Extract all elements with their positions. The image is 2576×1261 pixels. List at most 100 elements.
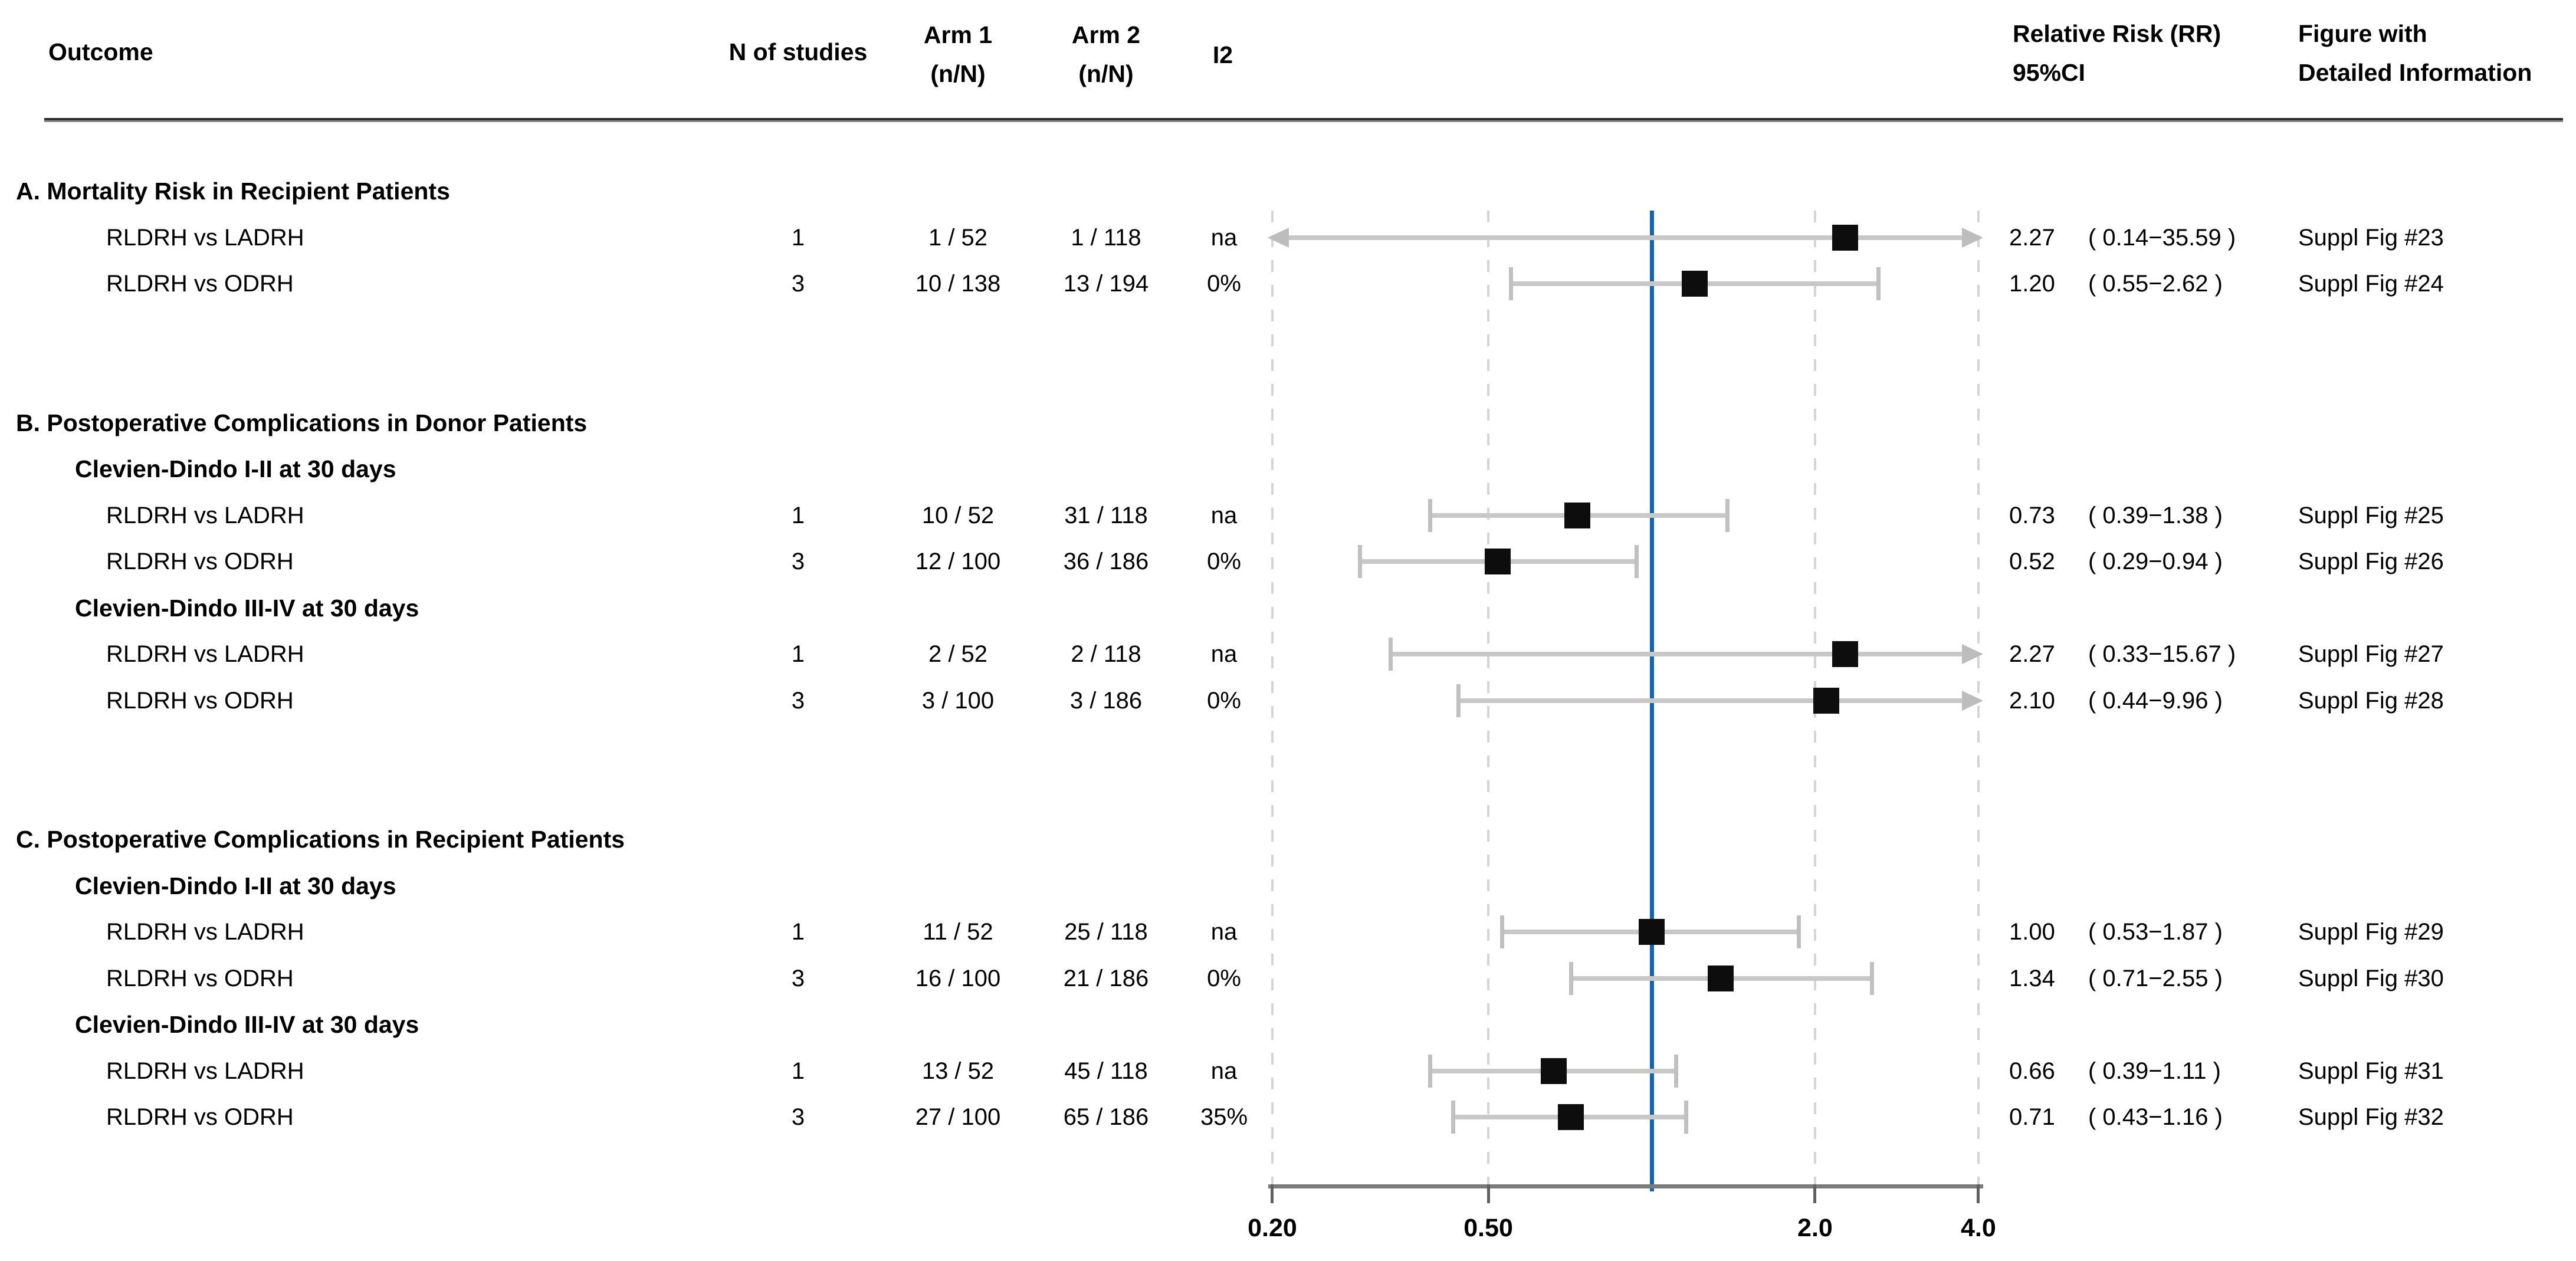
figure-reference: Suppl Fig #32 [2298, 1104, 2444, 1130]
ci-cap-left [1500, 915, 1505, 948]
header-rule [44, 118, 2563, 122]
axis-tick-label-0.20: 0.20 [1248, 1214, 1297, 1242]
row-label: RLDRH vs ODRH [106, 965, 294, 991]
arm2-value: 31 / 118 [1064, 502, 1148, 528]
ci-cap-left [1509, 267, 1514, 300]
figure-header-line2: Detailed Information [2298, 59, 2532, 86]
figure-header-line1: Figure with [2298, 20, 2427, 47]
rr-marker [1484, 549, 1511, 574]
ci-text: ( 0.33−15.67 ) [2088, 641, 2236, 667]
n-studies-value: 3 [791, 549, 805, 574]
ci-cap-right [1635, 545, 1639, 578]
ci-text: ( 0.29−0.94 ) [2088, 549, 2223, 574]
arm1-value: 1 / 52 [928, 224, 988, 251]
i2-value: 0% [1207, 965, 1241, 991]
n-studies-value: 3 [791, 1104, 805, 1130]
ci-cap-right [1870, 961, 1875, 995]
ci-cap-left [1389, 638, 1393, 671]
rr-marker [1639, 919, 1665, 945]
ci-text: ( 0.14−35.59 ) [2088, 224, 2236, 251]
ci-cap-right [1797, 915, 1801, 948]
gridline-0.50 [1487, 211, 1490, 1184]
arm1-value: 12 / 100 [915, 549, 1001, 574]
n-studies-value: 1 [791, 224, 805, 251]
row-label: RLDRH vs LADRH [106, 641, 304, 667]
ci-cap-left [1456, 684, 1461, 717]
rr-value: 2.10 [2009, 687, 2055, 714]
ci-line [1458, 698, 1978, 703]
ci-text: ( 0.71−2.55 ) [2088, 965, 2223, 991]
row-label: RLDRH vs ODRH [106, 549, 294, 574]
n-studies-value: 1 [791, 641, 805, 667]
arm2-value: 25 / 118 [1064, 919, 1148, 945]
i2-value: 35% [1200, 1104, 1248, 1130]
axis-tick-0.20 [1271, 1184, 1274, 1203]
ci-arrow-right [1961, 690, 1983, 711]
ci-arrow-right [1961, 644, 1983, 664]
arm1-header-line1: Arm 1 [923, 21, 993, 48]
arm2-value: 1 / 118 [1071, 224, 1141, 251]
section-header: B. Postoperative Complications in Donor … [16, 409, 588, 436]
row-label: RLDRH vs ODRH [106, 1104, 294, 1130]
column-header-arm1: Arm 1 (n/N) [852, 15, 1064, 93]
i2-value: na [1210, 1058, 1238, 1084]
arm1-value: 11 / 52 [923, 919, 993, 945]
arm2-value: 36 / 186 [1063, 549, 1149, 574]
row-label: RLDRH vs LADRH [106, 1058, 304, 1084]
rr-value: 1.00 [2009, 919, 2055, 945]
rr-header-line1: Relative Risk (RR) [2013, 20, 2221, 47]
arm1-value: 10 / 52 [921, 502, 995, 528]
section-header: C. Postoperative Complications in Recipi… [16, 826, 625, 853]
rr-marker [1707, 965, 1734, 991]
ci-arrow-right [1961, 227, 1983, 248]
arm1-value: 13 / 52 [921, 1058, 995, 1084]
ci-text: ( 0.43−1.16 ) [2088, 1104, 2223, 1130]
ci-cap-right [1876, 267, 1881, 300]
figure-reference: Suppl Fig #23 [2298, 224, 2444, 251]
ci-cap-right [1673, 1054, 1678, 1088]
rr-marker [1832, 224, 1858, 251]
i2-value: 0% [1207, 687, 1241, 714]
arm2-value: 2 / 118 [1071, 641, 1141, 667]
row-label: RLDRH vs ODRH [106, 271, 294, 297]
arm1-value: 10 / 138 [915, 271, 1001, 297]
arm2-header-line2: (n/N) [1078, 60, 1134, 87]
arm2-value: 3 / 186 [1069, 687, 1143, 714]
ci-cap-right [1725, 498, 1730, 532]
rr-value: 2.27 [2009, 224, 2055, 251]
ci-cap-left [1358, 545, 1363, 578]
subsection-header: Clevien-Dindo III-IV at 30 days [75, 594, 419, 622]
ci-text: ( 0.53−1.87 ) [2088, 919, 2223, 945]
n-studies-value: 3 [791, 271, 805, 297]
ci-line [1272, 235, 1978, 240]
figure-reference: Suppl Fig #27 [2298, 641, 2444, 667]
rr-value: 0.66 [2009, 1058, 2055, 1084]
i2-value: na [1210, 224, 1238, 251]
i2-value: na [1210, 919, 1238, 945]
rr-value: 0.71 [2009, 1104, 2055, 1130]
ci-text: ( 0.44−9.96 ) [2088, 687, 2223, 714]
column-header-rr: Relative Risk (RR) 95%CI [2013, 14, 2221, 92]
ci-line [1390, 652, 1978, 656]
ci-text: ( 0.39−1.38 ) [2088, 502, 2223, 528]
rr-marker [1813, 687, 1840, 714]
rr-header-line2: 95%CI [2013, 59, 2086, 86]
ci-cap-left [1451, 1101, 1455, 1134]
figure-reference: Suppl Fig #25 [2298, 502, 2444, 528]
column-header-arm2: Arm 2 (n/N) [1000, 15, 1212, 93]
i2-value: na [1210, 502, 1238, 528]
rr-value: 1.34 [2009, 965, 2055, 991]
column-header-i2: I2 [1212, 41, 1233, 68]
arm1-value: 27 / 100 [915, 1104, 1001, 1130]
rr-marker [1681, 271, 1708, 297]
ci-cap-left [1428, 1054, 1432, 1088]
axis-tick-label-4.0: 4.0 [1961, 1214, 1996, 1242]
arm1-value: 16 / 100 [915, 965, 1001, 991]
section-header: A. Mortality Risk in Recipient Patients [16, 178, 450, 205]
figure-reference: Suppl Fig #30 [2298, 965, 2444, 991]
ci-arrow-left [1267, 227, 1289, 248]
axis-tick-label-0.50: 0.50 [1463, 1214, 1513, 1242]
subsection-header: Clevien-Dindo I-II at 30 days [75, 872, 396, 899]
ci-text: ( 0.55−2.62 ) [2088, 271, 2223, 297]
ci-cap-left [1569, 961, 1574, 995]
